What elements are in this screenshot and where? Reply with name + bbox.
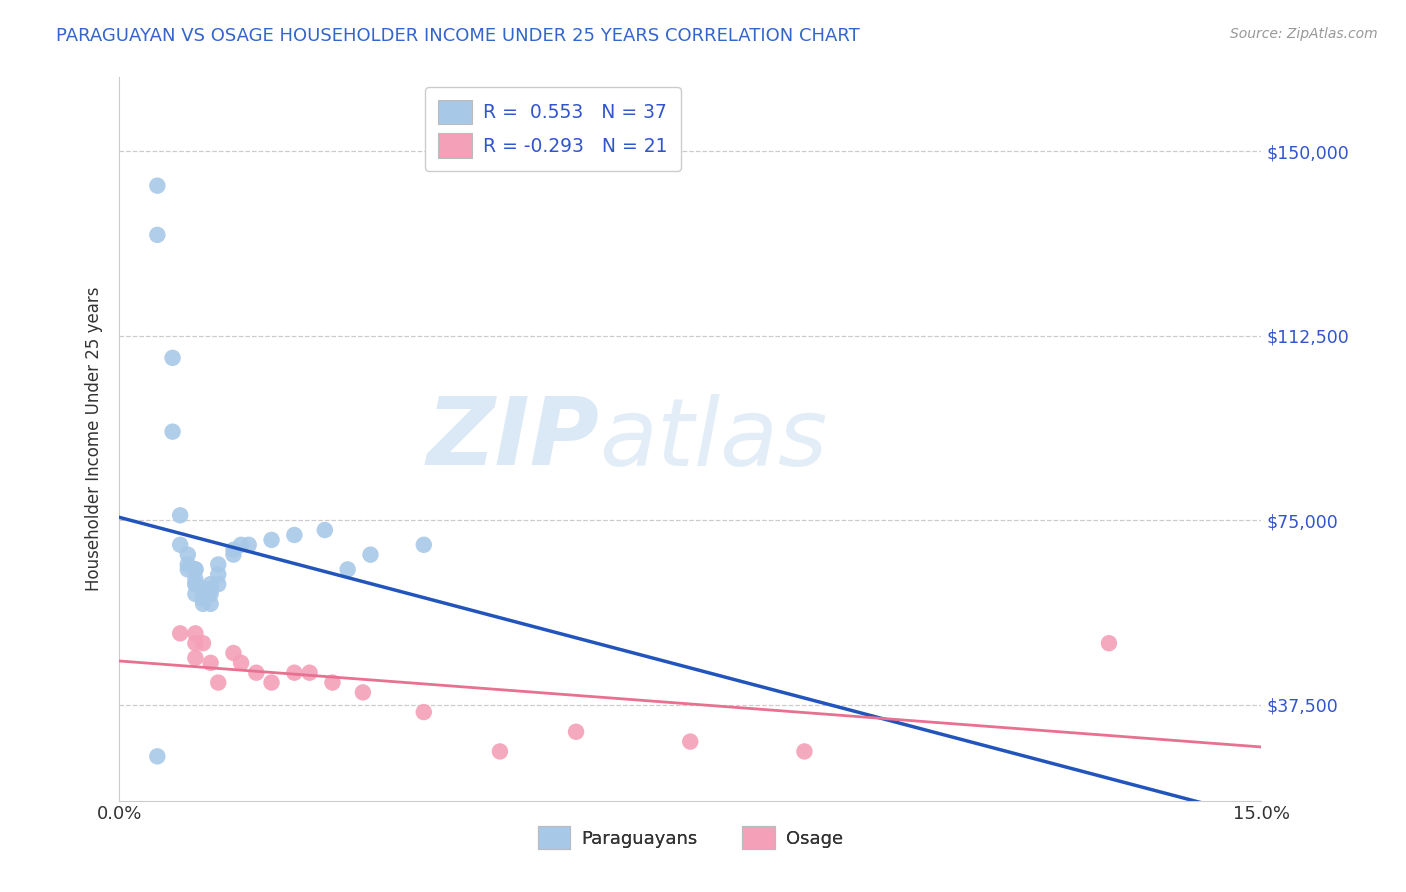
Point: [184, 572, 207, 586]
Point: [1098, 636, 1121, 650]
Point: [162, 425, 184, 439]
Point: [412, 705, 434, 719]
Point: [184, 577, 207, 591]
Point: [336, 562, 359, 576]
Point: [177, 562, 200, 576]
Point: [184, 626, 207, 640]
Point: [793, 744, 815, 758]
Point: [146, 227, 169, 242]
Point: [177, 548, 200, 562]
Point: [679, 734, 702, 748]
Point: [489, 744, 512, 758]
Text: Source: ZipAtlas.com: Source: ZipAtlas.com: [1230, 27, 1378, 41]
Y-axis label: Householder Income Under 25 years: Householder Income Under 25 years: [86, 287, 103, 591]
Point: [207, 577, 229, 591]
Point: [352, 685, 374, 699]
Point: [222, 548, 245, 562]
Point: [245, 665, 267, 680]
Point: [191, 587, 214, 601]
Point: [200, 597, 222, 611]
Point: [169, 508, 191, 523]
Point: [184, 636, 207, 650]
Point: [207, 675, 229, 690]
Point: [184, 577, 207, 591]
Point: [191, 591, 214, 606]
Point: [191, 636, 214, 650]
Point: [222, 542, 245, 557]
Point: [314, 523, 336, 537]
Point: [169, 626, 191, 640]
Point: [565, 724, 588, 739]
Point: [412, 538, 434, 552]
Point: [184, 587, 207, 601]
Point: [360, 548, 382, 562]
Legend: Paraguayans, Osage: Paraguayans, Osage: [530, 819, 851, 856]
Point: [238, 538, 260, 552]
Point: [162, 351, 184, 365]
Point: [229, 656, 252, 670]
Point: [200, 587, 222, 601]
Point: [298, 665, 321, 680]
Point: [200, 656, 222, 670]
Point: [229, 538, 252, 552]
Point: [321, 675, 343, 690]
Point: [191, 597, 214, 611]
Point: [260, 533, 283, 547]
Point: [207, 558, 229, 572]
Text: PARAGUAYAN VS OSAGE HOUSEHOLDER INCOME UNDER 25 YEARS CORRELATION CHART: PARAGUAYAN VS OSAGE HOUSEHOLDER INCOME U…: [56, 27, 860, 45]
Point: [283, 528, 305, 542]
Point: [146, 749, 169, 764]
Point: [177, 558, 200, 572]
Point: [191, 582, 214, 596]
Point: [260, 675, 283, 690]
Point: [169, 538, 191, 552]
Point: [184, 651, 207, 665]
Point: [283, 665, 305, 680]
Point: [200, 582, 222, 596]
Text: atlas: atlas: [599, 393, 827, 484]
Point: [184, 562, 207, 576]
Text: ZIP: ZIP: [426, 393, 599, 485]
Point: [207, 567, 229, 582]
Point: [200, 577, 222, 591]
Point: [146, 178, 169, 193]
Point: [222, 646, 245, 660]
Point: [184, 562, 207, 576]
